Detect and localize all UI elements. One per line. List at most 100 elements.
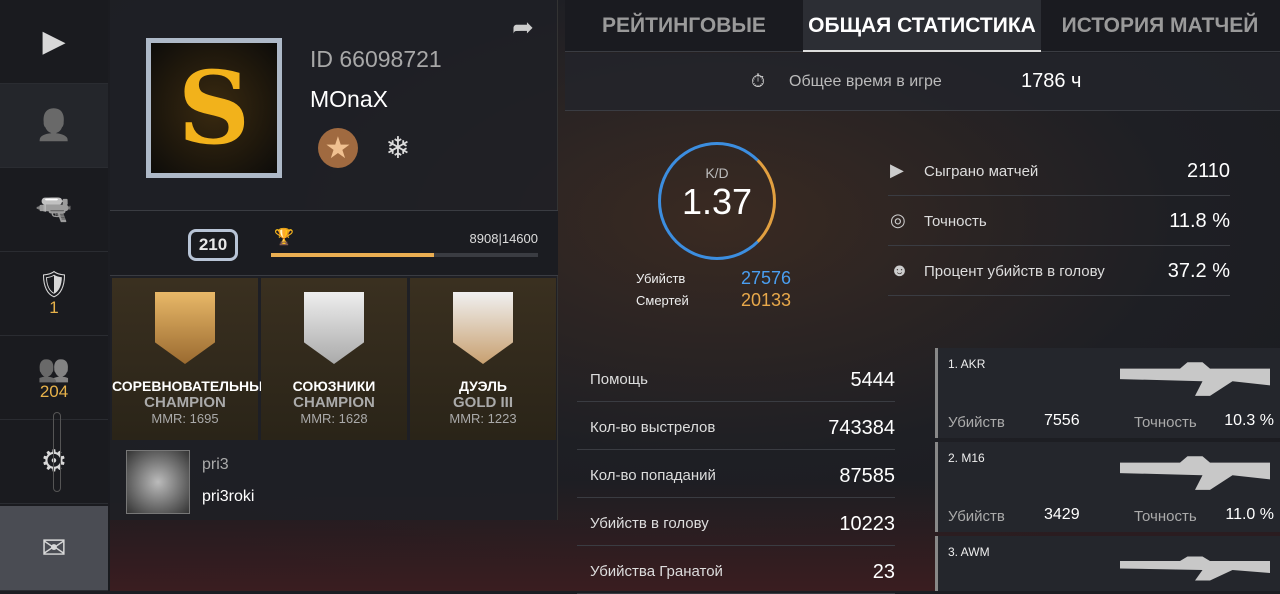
tab-bar: РЕЙТИНГОВЫЕ ОБЩАЯ СТАТИСТИКА ИСТОРИЯ МАТ… (565, 0, 1280, 52)
level-row: 210 🏆 8908|14600 (110, 210, 558, 276)
weapon-card[interactable]: 3. AWM (935, 536, 1280, 591)
nav-scrollbar[interactable] (53, 412, 61, 492)
share-icon[interactable]: ➦ (512, 12, 534, 42)
row-label: Кол-во попаданий (590, 467, 716, 484)
kd-ring: K/D 1.37 (658, 142, 776, 260)
target-icon: ◎ (890, 210, 906, 230)
bronze-medal-icon[interactable]: ★ (318, 128, 358, 168)
weapon-kills: 7556 (1044, 412, 1080, 429)
row-label: Убийства Гранатой (590, 563, 723, 580)
table-row: Кол-во попаданий 87585 (577, 451, 895, 498)
xp-progress-bar (271, 253, 538, 257)
rank-card-competitive[interactable]: СОРЕВНОВАТЕЛЬНЫЙ CHAMPION MMR: 1695 (112, 278, 273, 440)
weapon-name: 1. AKR (948, 357, 986, 371)
rifle-icon (1120, 362, 1270, 396)
kd-label: K/D (705, 165, 729, 181)
row-value: 10223 (839, 513, 895, 535)
playtime-label: Общее время в игре (789, 73, 942, 90)
rank-name: CHAMPION (293, 394, 375, 411)
row-value: 23 (872, 561, 895, 583)
stat-label: Точность (924, 213, 987, 230)
rank-emblem-icon (453, 292, 513, 364)
tab-ranked[interactable]: РЕЙТИНГОВЫЕ (602, 14, 766, 37)
weapon-accuracy: 11.0 % (1225, 506, 1274, 523)
user-icon: 👤 (35, 109, 73, 142)
clan-row[interactable]: pri3 pri3roki (110, 442, 558, 518)
stat-headshot-percent: ☻ Процент убийств в голову 37.2 % (888, 246, 1230, 296)
kills-value: 27576 (741, 268, 792, 288)
stat-matches: ▶ Сыграно матчей 2110 (888, 146, 1230, 196)
nav-play[interactable]: ▶ (0, 0, 108, 84)
tab-match-history[interactable]: ИСТОРИЯ МАТЧЕЙ (1061, 14, 1259, 37)
friends-icon: 👥 (37, 353, 71, 383)
stat-label: Сыграно матчей (924, 163, 1039, 180)
stat-value: 2110 (1186, 160, 1230, 182)
rank-count: 1 (49, 298, 59, 317)
profile-panel: S ID 66098721 MOnaX ★ ❄ ➦ 210 🏆 8908|146… (110, 0, 558, 520)
table-row: Убийств в голову 10223 (577, 499, 895, 546)
weapon-card[interactable]: 2. M16 Убийств 3429 Точность 11.0 % (935, 442, 1280, 532)
clan-name: pri3roki (202, 488, 255, 505)
stopwatch-icon: ⏱ (751, 71, 766, 91)
stat-label: Процент убийств в голову (924, 263, 1105, 280)
sidebar-nav: ▶ 👤 🔫 🛡 1 👥 204 ⚙ ✉ (0, 0, 108, 591)
stat-value: 37.2 % (1167, 260, 1230, 282)
weapon-accuracy-label: Точность (1134, 508, 1197, 525)
avatar[interactable]: S (146, 38, 282, 178)
mask-icon: ☻ (890, 260, 909, 280)
row-label: Помощь (590, 371, 648, 388)
rank-mode: СОЮЗНИКИ (292, 378, 376, 394)
kd-value: 1.37 (681, 181, 753, 222)
rank-mode: ДУЭЛЬ (459, 378, 507, 394)
stat-value: 11.8 % (1169, 210, 1230, 232)
friends-count: 204 (39, 382, 69, 401)
rank-mmr: MMR: 1223 (449, 411, 517, 426)
playtime-value: 1786 ч (1021, 70, 1082, 92)
rank-card-allies[interactable]: СОЮЗНИКИ CHAMPION MMR: 1628 (261, 278, 407, 440)
nav-rank[interactable]: 🛡 1 (0, 252, 108, 336)
avatar-logo: S (177, 49, 251, 167)
weapon-card[interactable]: 1. AKR Убийств 7556 Точность 10.3 % (935, 348, 1280, 438)
weapon-kills-label: Убийств (948, 414, 1005, 431)
level-badge: 210 (188, 229, 238, 261)
player-name: MOnaX (310, 86, 388, 112)
sniper-rifle-icon (1120, 556, 1270, 581)
xp-text: 8908|14600 (469, 231, 538, 246)
mail-icon: ✉ (41, 531, 67, 565)
tab-general-stats[interactable]: ОБЩАЯ СТАТИСТИКА (803, 0, 1041, 52)
weapon-accuracy-label: Точность (1134, 414, 1197, 431)
kills-label: Убийств (636, 271, 686, 286)
player-id: ID 66098721 (310, 46, 442, 72)
deaths-value: 20133 (741, 290, 792, 310)
weapon-name: 2. M16 (948, 451, 985, 465)
rank-emblem-icon (304, 292, 364, 364)
rifle-icon (1120, 456, 1270, 490)
rank-badge-icon: 🛡 (37, 269, 71, 299)
snowflake-medal-icon[interactable]: ❄ (385, 131, 411, 165)
row-value: 87585 (839, 465, 895, 487)
nav-friends[interactable]: 👥 204 (0, 336, 108, 420)
nav-profile[interactable]: 👤 (0, 84, 108, 168)
nav-weapons[interactable]: 🔫 (0, 168, 108, 252)
rank-mmr: MMR: 1628 (300, 411, 368, 426)
rank-card-duel[interactable]: ДУЭЛЬ GOLD III MMR: 1223 (410, 278, 556, 440)
table-row: Убийства Гранатой 23 (577, 547, 895, 594)
rank-emblem-icon (155, 292, 215, 364)
row-value: 743384 (828, 417, 895, 439)
play-icon: ▶ (42, 25, 66, 58)
row-label: Убийств в голову (590, 515, 709, 532)
nav-settings[interactable]: ⚙ (0, 420, 108, 504)
pistol-icon: 🔫 (35, 193, 73, 226)
table-row: Помощь 5444 (577, 355, 895, 402)
clan-avatar (126, 450, 190, 514)
nav-mail[interactable]: ✉ (0, 506, 108, 591)
stats-panel: РЕЙТИНГОВЫЕ ОБЩАЯ СТАТИСТИКА ИСТОРИЯ МАТ… (565, 0, 1280, 594)
weapon-accuracy: 10.3 % (1224, 412, 1274, 429)
weapon-name: 3. AWM (948, 545, 990, 559)
deaths-label: Смертей (636, 293, 689, 308)
row-label: Кол-во выстрелов (590, 419, 716, 436)
rank-mode: СОРЕВНОВАТЕЛЬНЫЙ (112, 378, 273, 394)
gear-icon: ⚙ (40, 445, 68, 478)
rank-mmr: MMR: 1695 (151, 411, 219, 426)
trophy-icon: 🏆 (274, 229, 294, 246)
